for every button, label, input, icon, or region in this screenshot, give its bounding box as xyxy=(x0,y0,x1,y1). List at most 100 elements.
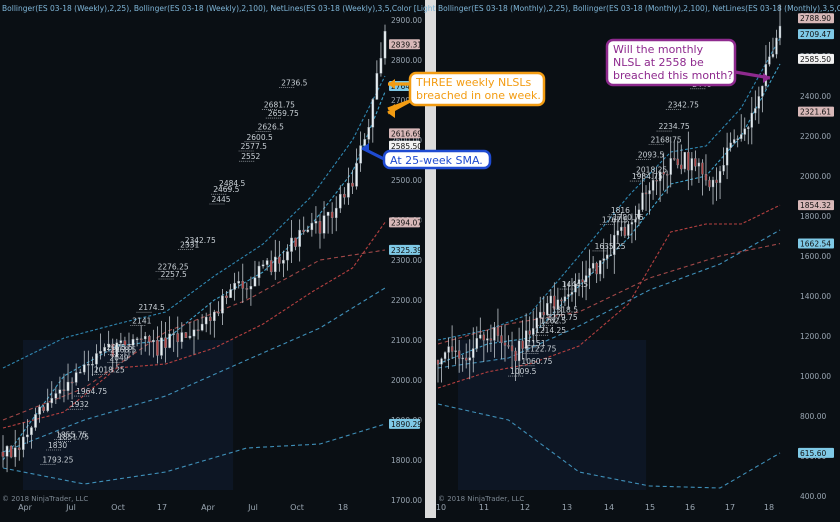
x-tick-label: 18 xyxy=(338,503,348,512)
candle-up xyxy=(91,363,94,366)
candle-up xyxy=(613,234,616,255)
candle-up xyxy=(257,265,261,278)
level-label: 2018.25 xyxy=(94,366,125,375)
level-label: 1816 xyxy=(611,206,630,215)
candle-up xyxy=(367,126,371,140)
axis-badge-label: 2321.61 xyxy=(800,108,831,117)
candle-up xyxy=(570,291,574,295)
candle-down xyxy=(704,174,708,181)
level-label: 1855.75 xyxy=(56,431,87,440)
candle-down xyxy=(450,346,454,352)
annotation-text: At 25-week SMA. xyxy=(390,154,483,167)
candle-up xyxy=(95,353,98,365)
level-label: 1151 xyxy=(527,339,546,348)
axis-badge xyxy=(389,128,420,139)
candle-up xyxy=(577,279,581,285)
annotation-callout: At 25-week SMA. xyxy=(361,143,492,170)
candle-up xyxy=(630,222,634,225)
y-tick-label: 2500.00 xyxy=(391,176,422,185)
candle-up xyxy=(310,222,314,231)
candle-up xyxy=(768,56,771,65)
candle-down xyxy=(708,179,711,188)
candle-down xyxy=(225,295,228,298)
axis-badge-label: 1854.32 xyxy=(800,201,831,210)
level-label: 2068.5 xyxy=(110,346,136,355)
candle-up xyxy=(733,139,736,144)
y-tick-label: 1800.00 xyxy=(800,212,831,221)
level-label: 2577.5 xyxy=(241,142,267,151)
candle-up xyxy=(549,295,552,304)
candle-down xyxy=(294,237,297,247)
candle-up xyxy=(30,427,33,436)
candle-up xyxy=(620,226,623,231)
y-tick-label: 1200.00 xyxy=(800,332,831,341)
y-tick-label: 2700.00 xyxy=(391,96,422,105)
axis-badge xyxy=(798,447,834,458)
candle-up xyxy=(574,283,577,293)
y-tick-label: 2600.00 xyxy=(391,136,422,145)
candle-up xyxy=(651,180,655,191)
y-tick-label: 2300.00 xyxy=(391,256,422,265)
axis-badge-label: 2709.47 xyxy=(800,30,831,39)
candle-up xyxy=(648,190,651,195)
candle-down xyxy=(581,279,584,283)
candle-down xyxy=(507,345,510,347)
candle-up xyxy=(99,351,102,354)
level-label: 1984.75 xyxy=(632,172,663,181)
candle-up xyxy=(609,254,612,256)
x-tick-label: Jul xyxy=(65,503,76,512)
candle-up xyxy=(383,31,387,59)
level-label: 2093.5 xyxy=(638,150,664,159)
candle-down xyxy=(62,389,66,391)
candle-up xyxy=(599,260,602,275)
x-tick-label: 17 xyxy=(157,503,167,512)
annotation-arrowhead xyxy=(362,143,369,153)
level-label: 2257.5 xyxy=(161,270,187,279)
bollinger-100-mid xyxy=(2,287,386,453)
axis-badge xyxy=(389,39,420,50)
candle-up xyxy=(658,172,662,182)
axis-badge-label: 2585.50 xyxy=(800,55,831,64)
candle-up xyxy=(5,445,9,457)
bollinger-25-upper xyxy=(437,37,781,341)
candle-down xyxy=(553,295,556,310)
candle-down xyxy=(673,158,676,160)
y-tick-label: 1600.00 xyxy=(800,252,831,261)
level-label: 1214.25 xyxy=(535,326,566,335)
candle-down xyxy=(176,333,180,343)
candle-up xyxy=(347,182,350,198)
candle-up xyxy=(602,258,605,261)
axis-badge-label: 1890.29 xyxy=(391,420,422,429)
candle-up xyxy=(172,333,175,335)
bollinger-100-mid xyxy=(437,229,781,369)
level-label: 2681.75 xyxy=(264,100,295,109)
candle-up xyxy=(273,256,277,273)
candle-up xyxy=(13,447,17,458)
candle-down xyxy=(457,350,461,359)
candle-up xyxy=(736,138,739,140)
candle-down xyxy=(245,288,249,290)
level-label: 2469.5 xyxy=(213,185,239,194)
candle-up xyxy=(556,299,560,310)
annotation-arrowhead xyxy=(388,79,395,89)
y-tick-label: 2800.00 xyxy=(391,56,422,65)
candle-down xyxy=(9,445,13,458)
candle-up xyxy=(200,323,204,331)
candle-down xyxy=(208,316,212,322)
candle-up xyxy=(375,73,379,100)
candle-up xyxy=(78,371,82,374)
candle-up xyxy=(634,218,637,223)
level-label: 1262.5 xyxy=(540,317,566,326)
candle-up xyxy=(233,282,236,290)
axis-badge-label: 1662.54 xyxy=(800,239,831,248)
candle-up xyxy=(237,281,241,284)
y-tick-label: 2400.00 xyxy=(800,92,831,101)
candle-up xyxy=(131,339,135,346)
candle-down xyxy=(500,335,503,343)
candle-up xyxy=(119,340,123,343)
candle-up xyxy=(363,139,366,146)
candle-up xyxy=(359,145,362,164)
level-label: 2018.25 xyxy=(636,165,667,174)
candle-up xyxy=(711,179,715,188)
